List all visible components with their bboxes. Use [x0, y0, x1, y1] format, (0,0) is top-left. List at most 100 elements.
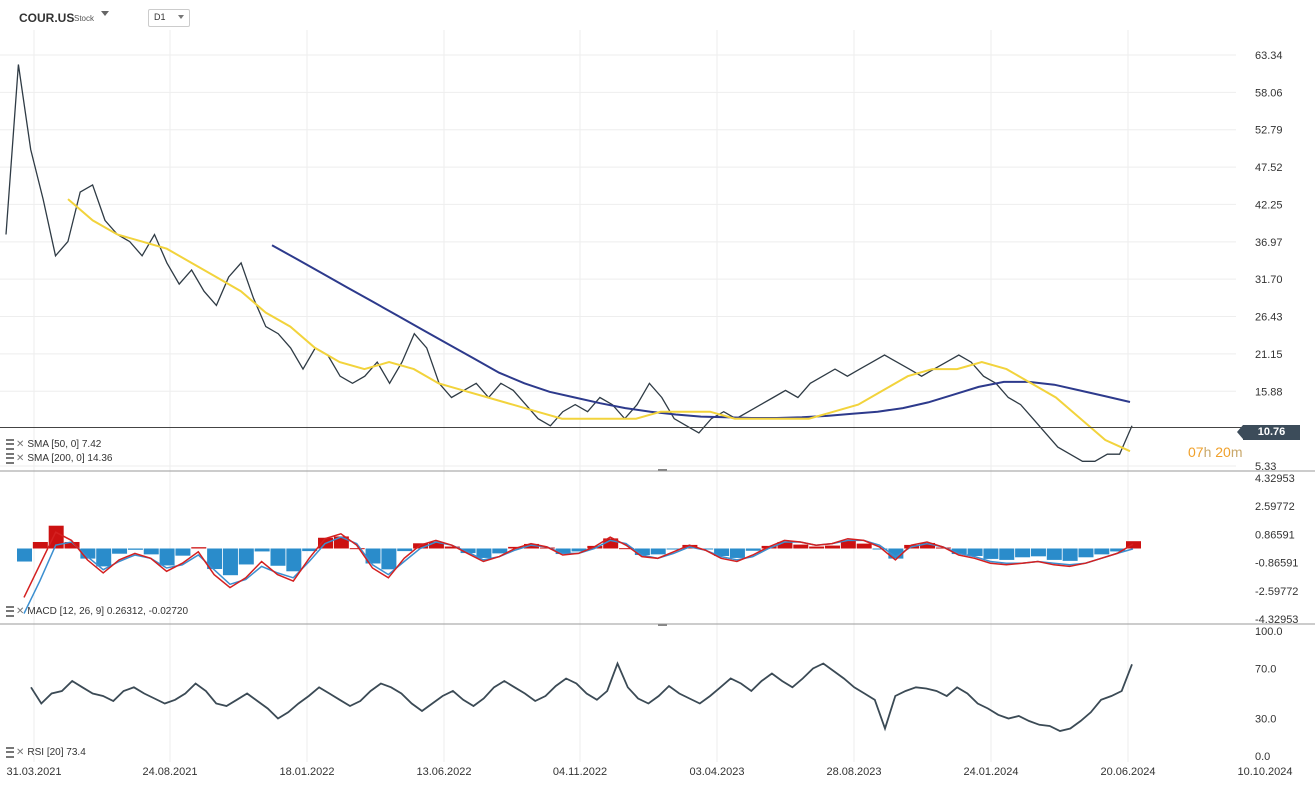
macd-histogram-bar: [1046, 548, 1062, 560]
x-tick-label: 03.04.2023: [689, 766, 744, 778]
menu-icon[interactable]: [6, 606, 14, 617]
timeframe-select[interactable]: D1: [148, 9, 190, 27]
x-tick-label: 28.08.2023: [826, 766, 881, 778]
x-tick-label: 04.11.2022: [553, 766, 607, 778]
macd-histogram-bar: [634, 548, 650, 556]
macd-histogram-bar: [745, 548, 761, 551]
sma200-label: SMA [200, 0] 14.36: [27, 453, 113, 465]
macd-histogram-bar: [222, 548, 238, 576]
macd-histogram-bar: [967, 548, 983, 556]
macd-histogram-bar: [238, 548, 254, 565]
rsi-y-tick-label: 70.0: [1255, 664, 1276, 676]
macd-histogram-bar: [1062, 548, 1078, 561]
sma200-legend: ✕ SMA [200, 0] 14.36: [6, 453, 112, 464]
macd-histogram-bar: [175, 548, 191, 556]
close-icon[interactable]: ✕: [16, 747, 25, 759]
macd-histogram-bar: [1110, 548, 1126, 552]
macd-histogram-bar: [207, 548, 223, 570]
macd-y-tick-label: 0.86591: [1255, 529, 1295, 541]
price-y-tick-label: 31.70: [1255, 274, 1283, 286]
timeframe-label: D1: [154, 12, 166, 22]
symbol-name[interactable]: COUR.US: [19, 11, 75, 25]
macd-histogram-bar: [951, 548, 967, 555]
macd-histogram-bar: [191, 547, 207, 549]
macd-histogram-bar: [840, 541, 856, 549]
macd-histogram-bar: [1094, 548, 1110, 555]
macd-histogram-bar: [698, 548, 714, 550]
close-icon[interactable]: ✕: [16, 439, 25, 451]
macd-histogram-bar: [539, 547, 555, 549]
x-tick-label: 20.06.2024: [1100, 766, 1155, 778]
macd-histogram-bar: [381, 548, 397, 570]
rsi-line: [30, 661, 1133, 732]
menu-icon[interactable]: [6, 439, 14, 450]
macd-line: [23, 531, 1134, 598]
macd-histogram-bar: [492, 548, 508, 554]
rsi-y-tick-label: 100.0: [1255, 626, 1283, 638]
x-tick-label: 10.10.2024: [1237, 766, 1292, 778]
macd-histogram-bar: [349, 548, 365, 550]
rsi-legend: ✕ RSI [20] 73.4: [6, 747, 86, 758]
macd-histogram-bar: [714, 548, 730, 556]
chart-toolbar: COUR.US Stock D1: [0, 0, 1315, 28]
price-line: [5, 64, 1133, 462]
x-tick-label: 24.08.2021: [142, 766, 197, 778]
price-y-tick-label: 52.79: [1255, 125, 1283, 137]
macd-histogram-bar: [96, 548, 112, 567]
menu-icon[interactable]: [6, 453, 14, 464]
chevron-down-icon: [178, 15, 184, 19]
rsi-panel: [30, 661, 1133, 732]
candle-countdown: 07h 20m: [1188, 444, 1243, 460]
symbol-type: Stock: [74, 14, 95, 23]
macd-legend: ✕ MACD [12, 26, 9] 0.26312, -0.02720: [6, 606, 188, 617]
menu-icon[interactable]: [6, 747, 14, 758]
sma50-label: SMA [50, 0] 7.42: [27, 439, 102, 451]
price-y-tick-label: 36.97: [1255, 237, 1283, 249]
price-y-tick-label: 47.52: [1255, 162, 1283, 174]
countdown-hours: 07: [1188, 444, 1204, 460]
macd-histogram-bar: [872, 548, 888, 550]
macd-histogram-bar: [48, 525, 64, 549]
current-price-tag: 10.76: [1237, 425, 1300, 440]
macd-histogram-bar: [270, 548, 286, 566]
macd-histogram-bar: [999, 548, 1015, 560]
macd-histogram-bar: [127, 548, 143, 550]
x-tick-label: 13.06.2022: [416, 766, 471, 778]
macd-histogram-bar: [666, 548, 682, 550]
macd-histogram-bar: [920, 542, 936, 549]
macd-histogram-bar: [1078, 548, 1094, 558]
x-tick-label: 31.03.2021: [6, 766, 61, 778]
axes: 31.03.2021 24.08.2021 18.01.2022 13.06.2022…: [0, 50, 1315, 778]
macd-y-tick-label: -4.32953: [1255, 614, 1298, 626]
macd-histogram-bar: [254, 548, 270, 552]
macd-histogram-bar: [286, 548, 302, 572]
macd-histogram-bar: [444, 546, 460, 549]
rsi-y-tick-label: 0.0: [1255, 751, 1270, 763]
macd-histogram-bar: [302, 548, 318, 552]
macd-histogram-bar: [824, 545, 840, 549]
x-tick-label: 18.01.2022: [279, 766, 334, 778]
sma200-line: [271, 244, 1131, 419]
macd-y-tick-label: 2.59772: [1255, 501, 1295, 513]
macd-label: MACD [12, 26, 9] 0.26312, -0.02720: [27, 606, 189, 618]
countdown-hours-unit: h: [1203, 444, 1212, 460]
x-tick-label: 24.01.2024: [963, 766, 1018, 778]
macd-histogram-bar: [555, 548, 571, 555]
macd-histogram-bar: [888, 548, 904, 559]
grid-lines: [0, 30, 1236, 762]
macd-histogram-bar: [413, 543, 429, 549]
countdown-minutes: 20: [1215, 444, 1231, 460]
macd-histogram-bar: [856, 543, 872, 549]
macd-histogram-bar: [428, 541, 444, 549]
close-icon[interactable]: ✕: [16, 453, 25, 465]
macd-y-tick-label: -2.59772: [1255, 586, 1298, 598]
symbol-dropdown-chevron-down-icon[interactable]: [101, 11, 109, 16]
macd-histogram-bar: [809, 546, 825, 549]
price-panel: [0, 64, 1243, 462]
macd-histogram-bar: [729, 548, 745, 558]
rsi-y-tick-label: 30.0: [1255, 714, 1276, 726]
macd-y-tick-label: 4.32953: [1255, 473, 1295, 485]
macd-histogram-bar: [112, 548, 128, 554]
close-icon[interactable]: ✕: [16, 606, 25, 618]
